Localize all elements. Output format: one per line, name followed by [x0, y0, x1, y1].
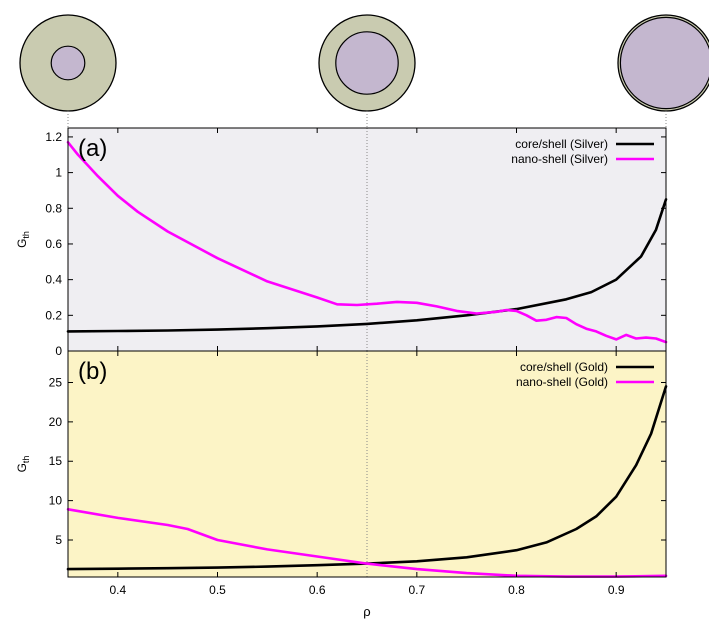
- panel-a-y-tick-label: 0.6: [45, 237, 62, 251]
- panel-a-legend-label-2: nano-shell (Silver): [511, 152, 608, 166]
- panel-a-y-axis-label-sub: th: [21, 231, 31, 239]
- schematic-core-2: [335, 31, 399, 95]
- panel-a-label: (a): [78, 135, 107, 162]
- panel-a-series-1-line: [66, 198, 668, 333]
- panel-a: 0 0.2 0.4 0.6 0.8 1 1.2 (a) core/shell (Silver…: [15, 127, 668, 358]
- panel-a-series: [66, 141, 668, 344]
- x-tick-label: 0.4: [109, 583, 126, 597]
- x-tick-label: 0.5: [209, 583, 226, 597]
- panel-b-y-ticks: 5 10 15 20 25: [49, 351, 666, 577]
- x-tick-label: 0.6: [309, 583, 326, 597]
- x-tick-label: 0.7: [408, 583, 425, 597]
- panel-b-frame: [67, 350, 667, 578]
- panel-a-legend: core/shell (Silver)nano-shell (Silver): [511, 137, 654, 166]
- schematic-core-3: [619, 16, 709, 110]
- panel-b-y-tick-label: 15: [49, 454, 63, 468]
- schematic-core-1: [50, 45, 86, 81]
- panel-a-y-ticks: 0 0.2 0.4 0.6 0.8 1 1.2: [45, 128, 666, 358]
- panel-b: 5 10 15 20 25 (b) core/shell (Gold)nano-shel…: [15, 350, 668, 578]
- panel-a-y-tick-label: 0.2: [45, 308, 62, 322]
- panel-b-y-axis-label: Gth: [15, 456, 31, 473]
- panel-a-y-tick-label: 0: [55, 344, 62, 358]
- panel-a-y-tick-label: 1.2: [45, 130, 62, 144]
- panel-a-y-axis-label-main: G: [15, 239, 29, 248]
- x-tick-label: 0.9: [608, 583, 625, 597]
- x-tick-label: 0.8: [508, 583, 525, 597]
- panel-b-series-2-line: [66, 507, 668, 578]
- panel-a-series-2-line: [66, 141, 668, 344]
- panel-b-label: (b): [78, 358, 107, 385]
- schematic-row: [19, 14, 709, 128]
- panel-a-y-tick-label: 0.8: [45, 201, 62, 215]
- panel-b-legend: core/shell (Gold)nano-shell (Gold): [516, 360, 654, 389]
- panel-b-series: [66, 385, 668, 578]
- panel-a-y-tick-label: 1: [55, 166, 62, 180]
- x-axis-ticks: 0.4 0.5 0.6 0.7 0.8 0.9: [109, 583, 624, 597]
- panel-b-y-tick-label: 20: [49, 415, 63, 429]
- panel-b-y-tick-label: 5: [55, 533, 62, 547]
- panel-b-series-1-line: [66, 385, 668, 571]
- panel-b-y-tick-label: 25: [49, 375, 63, 389]
- panel-b-y-axis-label-sub: th: [21, 456, 31, 464]
- panel-b-legend-label-2: nano-shell (Gold): [516, 375, 608, 389]
- panel-b-y-tick-label: 10: [49, 494, 63, 508]
- panel-b-y-axis-label-main: G: [15, 463, 29, 472]
- panel-a-legend-label-1: core/shell (Silver): [515, 137, 608, 151]
- x-axis-label: ρ: [363, 604, 370, 619]
- panel-a-y-tick-label: 0.4: [45, 273, 62, 287]
- panel-b-background: [68, 351, 666, 577]
- panel-b-legend-label-1: core/shell (Gold): [520, 360, 608, 374]
- panel-a-y-axis-label: Gth: [15, 231, 31, 248]
